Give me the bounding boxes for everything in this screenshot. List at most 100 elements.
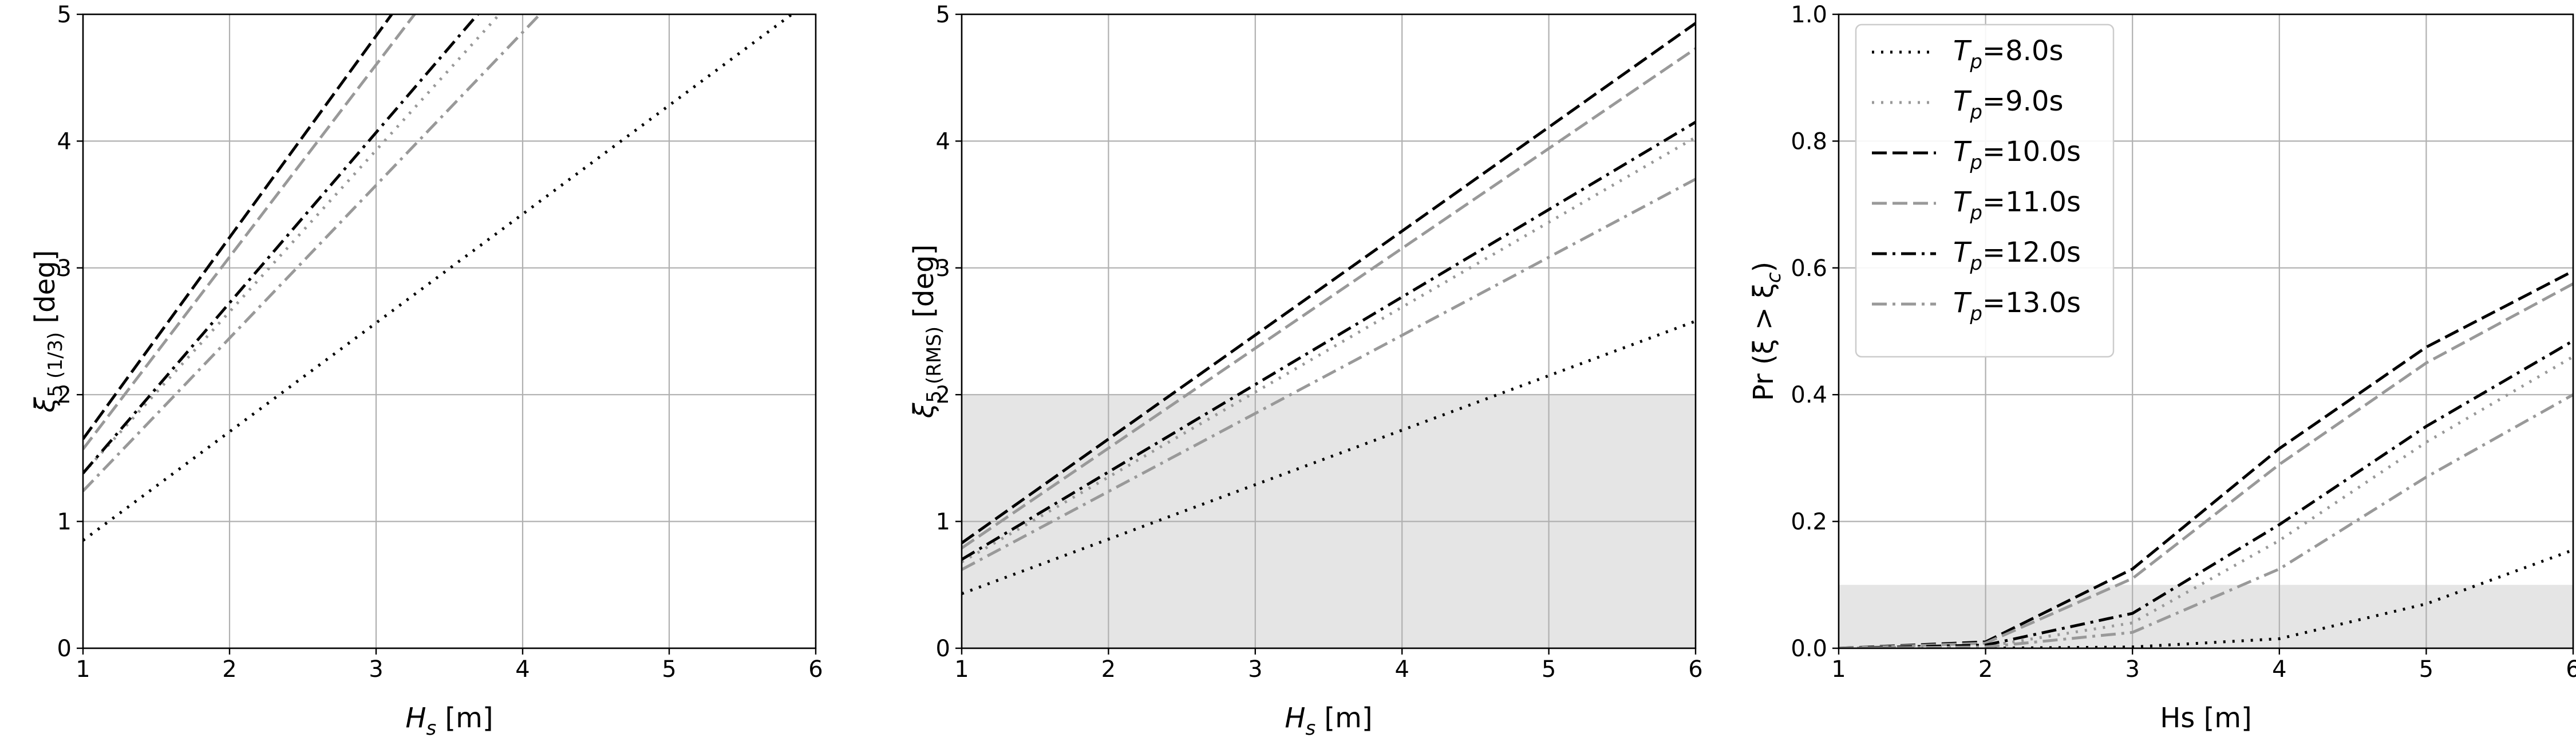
x-axis-label-base: H xyxy=(405,702,426,734)
series-line-4 xyxy=(962,47,1696,550)
y-axis-label: ξ5 (RMS) [deg] xyxy=(908,245,946,419)
legend-prefix-rest: = xyxy=(1982,35,2005,67)
series-line-6 xyxy=(962,178,1696,571)
x-tick-label: 3 xyxy=(1248,656,1262,683)
y-axis-label: ξ5 (1/3) [deg] xyxy=(29,250,67,413)
y-tick-label: 0.2 xyxy=(1791,509,1827,535)
series-line-2 xyxy=(83,14,501,475)
legend-series-name: 11.0s xyxy=(2005,186,2081,218)
series-line-1 xyxy=(1839,549,2573,648)
x-axis-label-rest: [m] xyxy=(2195,702,2251,734)
plot-frame xyxy=(82,13,817,649)
x-tick-label: 5 xyxy=(1542,656,1556,683)
legend-prefix-rest: = xyxy=(1982,136,2005,168)
y-tick-label: 0 xyxy=(57,636,72,662)
x-tick-label: 4 xyxy=(2272,656,2286,683)
x-axis-label-rest: [m] xyxy=(1315,702,1372,734)
x-tick-label: 3 xyxy=(369,656,383,683)
x-tick-label: 6 xyxy=(1688,656,1702,683)
x-axis-label-base: Hs xyxy=(2160,702,2195,734)
y-axis-label-rest: [deg] xyxy=(29,250,61,332)
x-axis-label-rest: [m] xyxy=(436,702,493,734)
legend-item: Tp=8.0s xyxy=(1872,35,2063,73)
y-axis-label-base: ξ xyxy=(29,396,61,413)
legend-prefix-rest: = xyxy=(1982,85,2005,117)
legend-prefix-rest: = xyxy=(1982,186,2005,218)
y-axis-label-base: ξ xyxy=(908,402,940,419)
plot-frame xyxy=(961,13,1697,649)
legend-prefix-sub: p xyxy=(1969,302,1982,325)
legend-item: Tp=9.0s xyxy=(1872,85,2063,124)
y-tick-label: 5 xyxy=(57,2,72,28)
y-tick-label: 4 xyxy=(57,128,72,155)
series-line-3 xyxy=(962,22,1696,545)
y-tick-label: 3 xyxy=(57,255,72,282)
legend-series-name: 13.0s xyxy=(2005,287,2081,319)
legend-prefix-sub: p xyxy=(1969,101,1982,124)
x-axis-label: Hs [m] xyxy=(405,702,493,737)
y-tick-label: 0 xyxy=(936,636,950,662)
legend-item: Tp=11.0s xyxy=(1872,186,2081,224)
y-tick-label: 1.0 xyxy=(1791,2,1827,28)
legend-prefix-base: T xyxy=(1953,237,1972,269)
y-tick-label: 4 xyxy=(936,128,950,155)
series-line-2 xyxy=(962,136,1696,563)
legend-prefix-sub: p xyxy=(1969,252,1982,275)
y-axis-label-base: Pr (ξ > ξ xyxy=(1748,283,1780,401)
legend-prefix-base: T xyxy=(1953,136,1972,168)
legend-label: Tp=9.0s xyxy=(1953,85,2063,124)
x-tick-label: 1 xyxy=(954,656,969,683)
legend-prefix-base: T xyxy=(1953,35,1972,67)
legend: Tp=8.0sTp=9.0sTp=10.0sTp=11.0sTp=12.0sTp… xyxy=(1855,23,2115,358)
series-line-6 xyxy=(83,14,542,492)
legend-prefix-base: T xyxy=(1953,85,1972,117)
y-axis-label-sub: 5 (RMS) xyxy=(923,326,946,403)
series-line-5 xyxy=(1839,339,2573,648)
y-axis-label-sub: 5 (1/3) xyxy=(44,332,67,397)
y-axis-label-rest: ) xyxy=(1748,262,1780,273)
y-axis-label: Pr (ξ > ξc) xyxy=(1748,262,1785,401)
series-group xyxy=(962,22,1696,596)
y-tick-label: 5 xyxy=(936,2,950,28)
series-group xyxy=(1839,270,2573,648)
series-line-1 xyxy=(83,14,795,542)
legend-series-name: 12.0s xyxy=(2005,237,2081,269)
legend-series-name: 8.0s xyxy=(2005,35,2063,67)
legend-prefix-sub: p xyxy=(1969,50,1982,73)
legend-label: Tp=10.0s xyxy=(1953,136,2081,174)
x-tick-label: 1 xyxy=(1831,656,1846,683)
y-tick-label: 0.0 xyxy=(1791,636,1827,662)
legend-prefix-base: T xyxy=(1953,186,1972,218)
legend-prefix-rest: = xyxy=(1982,237,2005,269)
x-tick-label: 5 xyxy=(2419,656,2433,683)
series-line-3 xyxy=(83,14,394,440)
series-line-6 xyxy=(1839,393,2573,648)
legend-item: Tp=10.0s xyxy=(1872,136,2081,174)
shaded-region xyxy=(1839,585,2573,648)
series-line-5 xyxy=(962,121,1696,561)
legend-box xyxy=(1855,23,2115,358)
series-group xyxy=(83,14,795,542)
x-tick-label: 5 xyxy=(662,656,676,683)
legend-label: Tp=11.0s xyxy=(1953,186,2081,224)
series-line-4 xyxy=(1839,282,2573,648)
legend-item: Tp=12.0s xyxy=(1872,237,2081,275)
legend-prefix-sub: p xyxy=(1969,202,1982,224)
plot-frame xyxy=(1838,13,2574,649)
x-tick-label: 2 xyxy=(222,656,236,683)
y-tick-label: 1 xyxy=(936,509,950,535)
y-tick-label: 0.6 xyxy=(1791,255,1827,282)
legend-label: Tp=13.0s xyxy=(1953,287,2081,325)
x-axis-label-base: H xyxy=(1285,702,1305,734)
legend-label: Tp=8.0s xyxy=(1953,35,2063,73)
series-line-4 xyxy=(83,14,417,450)
x-axis-label: Hs [m] xyxy=(2160,702,2252,734)
chart-panel-3: 1 2 3 4 5 6 0.0 0.2 0.4 0.6 0.8 1.0 Hs [m] Pr (ξ > ξc… xyxy=(1748,2,2576,734)
legend-label: Tp=12.0s xyxy=(1953,237,2081,275)
x-tick-label: 4 xyxy=(515,656,530,683)
x-tick-label: 1 xyxy=(76,656,90,683)
x-tick-label: 6 xyxy=(808,656,823,683)
x-tick-label: 2 xyxy=(1978,656,1993,683)
